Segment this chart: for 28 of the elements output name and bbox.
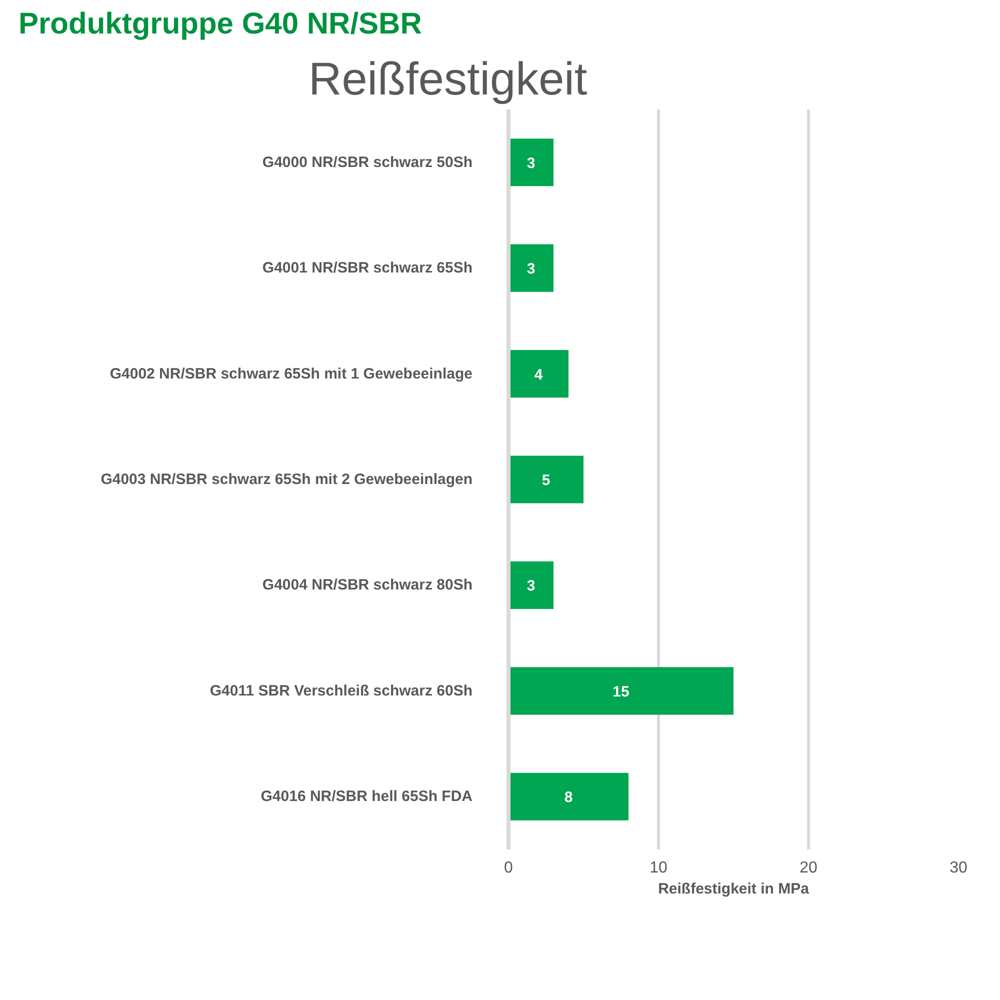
data-label: 3 bbox=[526, 260, 536, 278]
y-tick-label: G4004 NR/SBR schwarz 80Sh bbox=[262, 576, 473, 594]
bar bbox=[508, 772, 628, 820]
bar bbox=[508, 456, 584, 504]
data-label: 15 bbox=[612, 683, 630, 700]
data-label: 8 bbox=[564, 789, 573, 806]
x-tick-label: 30 bbox=[950, 860, 968, 876]
data-label: 3 bbox=[526, 578, 536, 595]
y-tick-label: G4016 NR/SBR hell 65Sh FDA bbox=[260, 788, 473, 806]
bar bbox=[508, 350, 568, 398]
chart-subtitle: Reißfestigkeit bbox=[308, 52, 588, 104]
y-tick-label: G4001 NR/SBR schwarz 65Sh bbox=[262, 260, 473, 277]
y-tick-label: G4011 SBR Verschleiß schwarz 60Sh bbox=[210, 682, 472, 700]
y-tick-label: G4003 NR/SBR schwarz 65Sh mit 2 Gewebeeinlagen bbox=[100, 471, 473, 488]
bar bbox=[508, 138, 554, 186]
x-axis-title: Reißfestigkeit in MPa bbox=[658, 880, 810, 898]
data-label: 3 bbox=[526, 154, 536, 172]
bar bbox=[508, 561, 554, 609]
bar bbox=[508, 667, 734, 715]
x-tick-label: 20 bbox=[800, 860, 818, 876]
x-tick-label: 10 bbox=[650, 860, 668, 876]
y-tick-label: G4000 NR/SBR schwarz 50Sh bbox=[262, 154, 473, 171]
data-label: 5 bbox=[542, 472, 550, 489]
x-tick-label: 0 bbox=[504, 860, 514, 876]
data-label: 4 bbox=[534, 366, 544, 384]
text: Produktgruppe G40 NR/SBR bbox=[18, 8, 422, 40]
y-tick-label: G4002 NR/SBR schwarz 65Sh mit 1 Gewebeeinlage bbox=[110, 365, 473, 382]
bar bbox=[508, 244, 554, 292]
